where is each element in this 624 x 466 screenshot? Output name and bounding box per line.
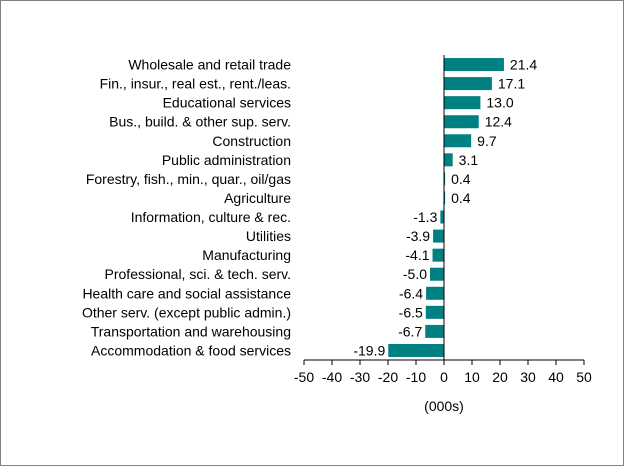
category-label: Other serv. (except public admin.) bbox=[82, 304, 291, 320]
category-label: Agriculture bbox=[224, 190, 291, 206]
value-label: -1.3 bbox=[413, 209, 437, 225]
bar bbox=[425, 324, 444, 338]
value-label: 0.4 bbox=[451, 171, 471, 187]
value-labels: 21.4 17.1 13.0 12.4 9.7 3.1 0.4 0.4 -1.3 -3.9 -4.1… bbox=[353, 57, 537, 359]
category-label: Accommodation & food services bbox=[91, 342, 291, 358]
category-label: Health care and social assistance bbox=[82, 285, 291, 301]
value-label: 13.0 bbox=[486, 95, 513, 111]
value-label: -3.9 bbox=[406, 228, 430, 244]
x-tick-label: -50 bbox=[294, 369, 314, 385]
value-label: -6.5 bbox=[399, 304, 423, 320]
bar bbox=[444, 96, 481, 110]
bar bbox=[440, 210, 444, 224]
x-tick-label: 10 bbox=[464, 369, 480, 385]
x-tick-label: 40 bbox=[548, 369, 564, 385]
value-label: 0.4 bbox=[451, 190, 471, 206]
value-label: -6.4 bbox=[399, 285, 423, 301]
x-tick-label: 0 bbox=[440, 369, 448, 385]
bar bbox=[444, 77, 492, 91]
value-label: 12.4 bbox=[485, 114, 512, 130]
value-label: -4.1 bbox=[405, 247, 429, 263]
category-label: Construction bbox=[212, 133, 291, 149]
x-tick-label: -10 bbox=[406, 369, 426, 385]
value-label: 17.1 bbox=[498, 76, 525, 92]
x-tick-label: -20 bbox=[378, 369, 398, 385]
category-label: Fin., insur., real est., rent./leas. bbox=[100, 76, 291, 92]
value-label: -19.9 bbox=[353, 342, 385, 358]
bar bbox=[426, 286, 444, 300]
category-label: Utilities bbox=[246, 228, 291, 244]
category-label: Manufacturing bbox=[202, 247, 291, 263]
category-label: Professional, sci. & tech. serv. bbox=[105, 266, 291, 282]
category-label: Information, culture & rec. bbox=[131, 209, 291, 225]
category-labels: Wholesale and retail trade Fin., insur., … bbox=[82, 57, 291, 359]
bar bbox=[444, 191, 446, 205]
bar bbox=[430, 267, 444, 281]
bar bbox=[388, 343, 444, 357]
x-tick-label: 50 bbox=[576, 369, 592, 385]
x-tick-label: -30 bbox=[350, 369, 370, 385]
category-label: Educational services bbox=[163, 95, 291, 111]
x-tick-label: 20 bbox=[492, 369, 508, 385]
bar bbox=[425, 305, 444, 319]
category-label: Bus., build. & other sup. serv. bbox=[109, 114, 291, 130]
bars-group bbox=[388, 58, 504, 357]
x-axis-label: (000s) bbox=[424, 398, 464, 414]
x-tick-label: 30 bbox=[520, 369, 536, 385]
value-label: 9.7 bbox=[477, 133, 497, 149]
category-label: Transportation and warehousing bbox=[91, 323, 291, 339]
bar bbox=[433, 229, 444, 243]
category-label: Forestry, fish., min., quar., oil/gas bbox=[86, 171, 291, 187]
bar bbox=[444, 115, 479, 129]
bar bbox=[444, 172, 446, 186]
bar bbox=[444, 58, 504, 72]
value-label: -5.0 bbox=[403, 266, 427, 282]
category-label: Wholesale and retail trade bbox=[128, 57, 291, 73]
value-label: 3.1 bbox=[459, 152, 479, 168]
bar bbox=[432, 248, 444, 262]
bar bbox=[444, 134, 472, 148]
bar bbox=[444, 153, 453, 167]
axes: -50 -40 -30 -20 -10 0 10 20 30 40 50 bbox=[294, 55, 592, 385]
value-label: 21.4 bbox=[510, 57, 537, 73]
value-label: -6.7 bbox=[398, 323, 422, 339]
category-label: Public administration bbox=[162, 152, 291, 168]
x-tick-label: -40 bbox=[322, 369, 342, 385]
